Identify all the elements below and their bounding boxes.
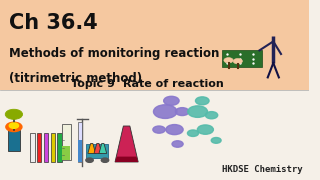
Text: HKDSE Chemistry: HKDSE Chemistry	[222, 165, 303, 174]
Text: Ch 36.4: Ch 36.4	[9, 13, 98, 33]
Circle shape	[233, 58, 243, 64]
Polygon shape	[99, 144, 107, 153]
Bar	[62, 146, 70, 160]
Bar	[222, 50, 262, 67]
Circle shape	[166, 125, 183, 135]
Circle shape	[172, 141, 183, 147]
Polygon shape	[115, 126, 138, 162]
Bar	[0, 0, 309, 90]
Circle shape	[224, 58, 233, 63]
Circle shape	[188, 130, 199, 136]
Text: Topic 9: Topic 9	[71, 79, 115, 89]
Circle shape	[5, 109, 22, 119]
Circle shape	[154, 105, 177, 118]
Circle shape	[197, 125, 213, 134]
Polygon shape	[88, 144, 96, 153]
Circle shape	[267, 28, 280, 36]
Polygon shape	[94, 144, 102, 153]
Polygon shape	[115, 157, 138, 162]
Bar	[44, 133, 48, 162]
Text: Methods of monitoring reaction: Methods of monitoring reaction	[9, 47, 220, 60]
Circle shape	[188, 106, 208, 117]
Bar	[8, 130, 20, 151]
Text: Rate of reaction: Rate of reaction	[123, 79, 223, 89]
Circle shape	[9, 123, 19, 128]
Bar	[57, 133, 62, 162]
Bar	[78, 122, 82, 162]
Circle shape	[175, 108, 189, 116]
Circle shape	[86, 158, 93, 162]
Circle shape	[6, 122, 22, 132]
Bar	[51, 133, 55, 162]
Circle shape	[196, 97, 209, 105]
Circle shape	[205, 112, 218, 119]
Circle shape	[153, 126, 165, 133]
Bar	[86, 144, 108, 158]
Bar	[62, 124, 71, 160]
Bar	[30, 133, 35, 162]
Bar	[78, 140, 82, 162]
Text: (titrimetric method): (titrimetric method)	[9, 72, 142, 85]
Bar	[37, 133, 41, 162]
Circle shape	[164, 96, 179, 105]
Circle shape	[101, 158, 109, 162]
Circle shape	[211, 138, 221, 143]
